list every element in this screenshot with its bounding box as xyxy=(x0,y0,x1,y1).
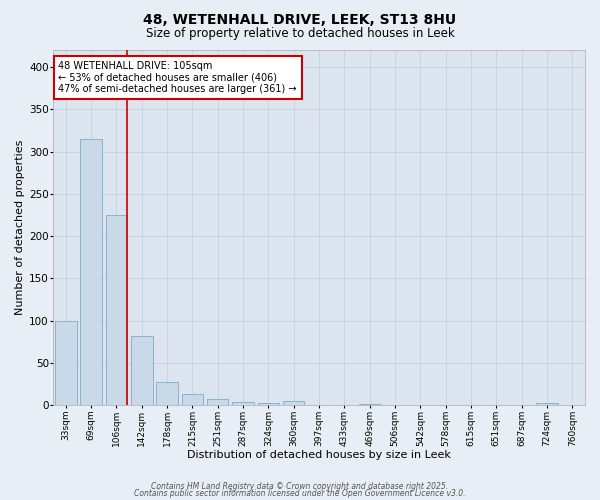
Text: Size of property relative to detached houses in Leek: Size of property relative to detached ho… xyxy=(146,28,454,40)
Text: Contains HM Land Registry data © Crown copyright and database right 2025.: Contains HM Land Registry data © Crown c… xyxy=(151,482,449,491)
Bar xyxy=(131,336,152,406)
Text: 48, WETENHALL DRIVE, LEEK, ST13 8HU: 48, WETENHALL DRIVE, LEEK, ST13 8HU xyxy=(143,12,457,26)
Bar xyxy=(232,402,254,406)
Bar xyxy=(157,382,178,406)
Text: Contains public sector information licensed under the Open Government Licence v3: Contains public sector information licen… xyxy=(134,488,466,498)
Bar xyxy=(283,401,304,406)
Bar xyxy=(257,403,279,406)
Bar xyxy=(182,394,203,406)
Bar xyxy=(80,139,102,406)
Y-axis label: Number of detached properties: Number of detached properties xyxy=(15,140,25,316)
Bar xyxy=(536,403,558,406)
X-axis label: Distribution of detached houses by size in Leek: Distribution of detached houses by size … xyxy=(187,450,451,460)
Bar xyxy=(359,404,380,406)
Bar xyxy=(106,215,127,406)
Text: 48 WETENHALL DRIVE: 105sqm
← 53% of detached houses are smaller (406)
47% of sem: 48 WETENHALL DRIVE: 105sqm ← 53% of deta… xyxy=(58,60,297,94)
Bar xyxy=(55,320,77,406)
Bar xyxy=(207,398,229,406)
